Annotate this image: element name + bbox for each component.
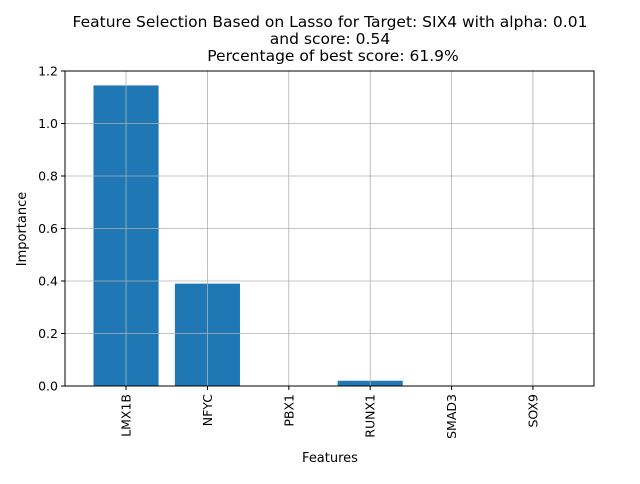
chart-title-line-1: Feature Selection Based on Lasso for Tar… bbox=[73, 13, 588, 31]
y-axis-label: Importance bbox=[15, 192, 30, 267]
y-tick-label: 0.4 bbox=[38, 274, 58, 289]
y-tick-label: 0.0 bbox=[38, 379, 58, 394]
x-tick-label: PBX1 bbox=[281, 394, 296, 427]
bars bbox=[93, 85, 403, 387]
y-tick-label: 0.2 bbox=[38, 326, 58, 341]
x-axis-ticks: LMX1B NFYC PBX1 RUNX1 SMAD3 SOX9 bbox=[119, 386, 540, 439]
chart-title-line-3: Percentage of best score: 61.9% bbox=[207, 47, 458, 65]
x-tick-label: SOX9 bbox=[525, 394, 540, 428]
y-tick-label: 0.8 bbox=[38, 169, 58, 184]
x-tick-label: LMX1B bbox=[119, 394, 134, 437]
x-axis-label: Features bbox=[302, 451, 358, 466]
y-tick-label: 0.6 bbox=[38, 221, 58, 236]
x-tick-label: NFYC bbox=[200, 394, 215, 426]
y-tick-label: 1.2 bbox=[38, 64, 58, 79]
chart-title-line-2: and score: 0.54 bbox=[270, 30, 390, 48]
x-tick-label: RUNX1 bbox=[363, 394, 378, 438]
x-tick-label: SMAD3 bbox=[444, 394, 459, 439]
y-axis-ticks: 0.0 0.2 0.4 0.6 0.8 1.0 1.2 bbox=[38, 64, 65, 394]
y-tick-label: 1.0 bbox=[38, 116, 58, 131]
